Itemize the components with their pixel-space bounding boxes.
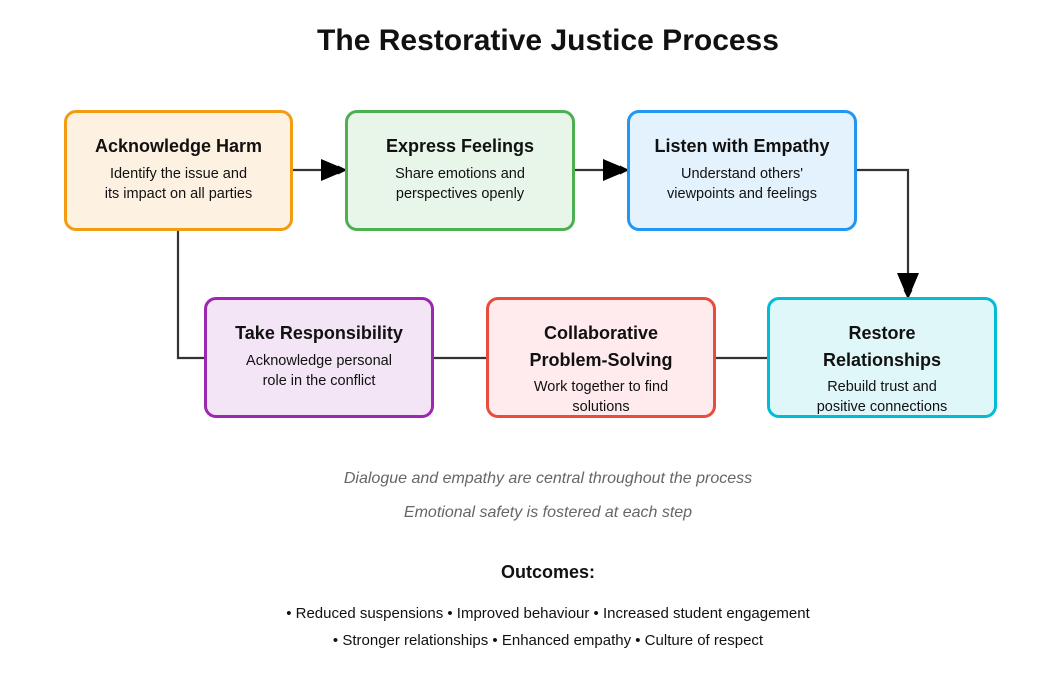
step-collaborative-problem-solving: Collaborative Problem-Solving Work toget… [486, 297, 716, 418]
step-title: Collaborative Problem-Solving [529, 323, 673, 370]
step-description: Understand others' viewpoints and feelin… [667, 166, 817, 202]
arrowhead-express [321, 159, 347, 181]
step-title: Acknowledge Harm [94, 136, 263, 156]
step-title: Express Feelings [385, 136, 535, 156]
step-restore-relationships: Restore Relationships Rebuild trust and … [767, 297, 997, 418]
step-title: Take Responsibility [235, 323, 403, 343]
step-description: Acknowledge personal role in the conflic… [246, 353, 392, 389]
diagram-title: The Restorative Justice Process [317, 24, 779, 57]
step-description: Rebuild trust and positive connections [816, 379, 948, 415]
step-title: Restore Relationships [822, 323, 942, 370]
arrowhead-restore [897, 273, 919, 299]
step-description: Identify the issue and its impact on all… [104, 166, 253, 202]
step-listen-with-empathy: Listen with Empathy Understand others' v… [627, 110, 857, 231]
connector-listen-to-restore [856, 168, 913, 299]
step-take-responsibility: Take Responsibility Acknowledge personal… [204, 297, 434, 418]
outcomes-heading: Outcomes: [500, 562, 596, 582]
outcome-line-2: • Stronger relationships • Enhanced empa… [332, 632, 764, 649]
note-dialogue-empathy: Dialogue and empathy are central through… [343, 470, 753, 487]
step-description: Share emotions and perspectives openly [395, 166, 525, 202]
arrowhead-listen [603, 159, 629, 181]
note-emotional-safety: Emotional safety is fostered at each ste… [403, 504, 693, 521]
step-title: Listen with Empathy [654, 136, 830, 156]
step-express-feelings: Express Feelings Share emotions and pers… [345, 110, 575, 231]
step-description: Work together to find solutions [533, 379, 669, 415]
step-acknowledge-harm: Acknowledge Harm Identify the issue and … [64, 110, 293, 231]
outcome-line-1: • Reduced suspensions • Improved behavio… [286, 605, 810, 622]
